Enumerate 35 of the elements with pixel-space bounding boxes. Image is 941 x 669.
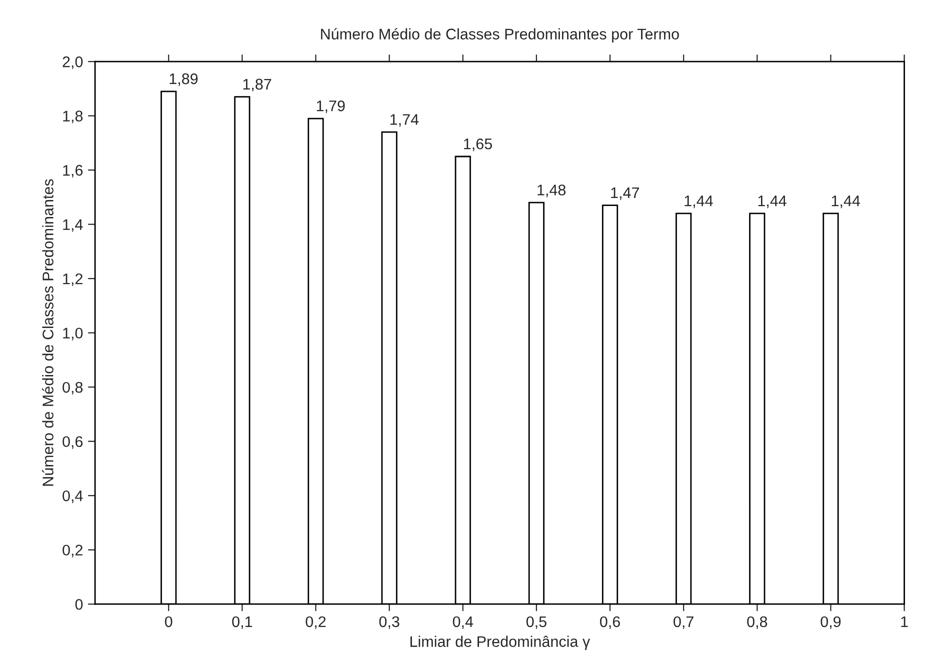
- y-tick-label: 0,8: [62, 382, 83, 395]
- y-tick-label: 0,2: [62, 544, 82, 558]
- data-label: 1,74: [390, 114, 419, 127]
- y-axis-title: Número de Médio de Classes Predominantes: [42, 179, 54, 486]
- y-tick-label: 1,0: [63, 328, 83, 340]
- y-tick-label: 1,2: [63, 273, 82, 286]
- x-tick-label: 0,4: [452, 616, 474, 629]
- x-tick-label: 0,1: [232, 616, 252, 629]
- y-tick-label: 1,6: [63, 164, 83, 178]
- data-label: 1,79: [316, 100, 345, 114]
- y-tick-label: 0,6: [62, 436, 83, 449]
- data-label: 1,48: [538, 184, 566, 198]
- x-tick-label: 0,5: [526, 616, 546, 629]
- y-tick-label: 2,0: [62, 56, 83, 70]
- data-label: 1,44: [684, 196, 713, 208]
- x-tick-label: 0,8: [747, 616, 768, 629]
- x-tick-label: 0,3: [379, 616, 400, 629]
- y-tick-label: 1,4: [63, 219, 83, 232]
- y-tick-label: 1,8: [63, 110, 83, 124]
- x-tick-label: 1: [901, 616, 908, 627]
- data-label: 1,44: [832, 196, 860, 208]
- data-label: 1,87: [243, 78, 272, 92]
- y-tick-label: 0,4: [62, 490, 83, 504]
- x-tick-label: 0,9: [820, 616, 841, 629]
- x-tick-label: 0: [164, 616, 172, 628]
- y-tick-label: 0: [75, 598, 83, 610]
- data-label: 1,65: [464, 138, 492, 152]
- chart-title: Número Médio de Classes Predominantes por Termo: [321, 28, 679, 42]
- x-tick-label: 0,7: [674, 616, 694, 629]
- data-label: 1,89: [170, 73, 198, 86]
- x-tick-label: 0,6: [600, 616, 620, 629]
- data-label: 1,44: [758, 196, 786, 208]
- x-axis-title: Limiar de Predominância γ: [410, 636, 590, 650]
- data-label: 1,47: [611, 187, 639, 200]
- x-tick-label: 0,2: [306, 616, 326, 629]
